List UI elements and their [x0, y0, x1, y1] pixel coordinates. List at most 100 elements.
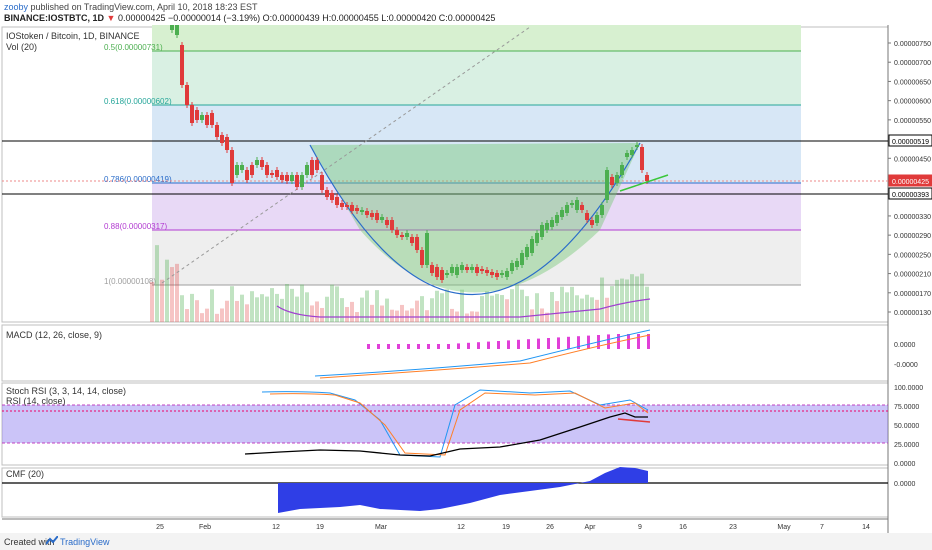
candle-body	[310, 160, 314, 175]
tradingview-link[interactable]: TradingView	[60, 537, 110, 547]
candle-body	[355, 208, 359, 211]
candle-body	[645, 175, 649, 181]
volume-bar	[420, 296, 424, 322]
candle-body	[465, 267, 469, 270]
candle-body	[200, 115, 204, 120]
green-trend-line	[619, 174, 669, 192]
macd-histogram-bar	[427, 344, 430, 349]
stoch-d-line	[269, 392, 649, 456]
candle-body	[420, 250, 424, 265]
rsi-axis-label: 75.0000	[894, 404, 919, 411]
volume-bar	[515, 284, 519, 322]
macd-histogram-bar	[547, 338, 550, 349]
candle-body	[170, 25, 174, 30]
volume-bar	[170, 267, 174, 322]
cmf-area	[278, 467, 648, 513]
candle-body	[460, 265, 464, 270]
volume-bar	[305, 292, 309, 322]
volume-bar	[185, 309, 189, 322]
time-axis-label: 12	[457, 524, 465, 531]
macd-histogram-bar	[577, 336, 580, 349]
candle-body	[175, 25, 179, 35]
volume-bar	[200, 313, 204, 322]
candle-body	[560, 210, 564, 217]
candle-body	[400, 235, 404, 237]
price-tag-label: 0.00000425	[892, 179, 929, 186]
volume-bar	[555, 301, 559, 322]
rsi-band	[2, 405, 888, 443]
down-arrow-icon: ▼	[106, 13, 116, 23]
fib-level-label: 0.5(0.00000731)	[104, 43, 163, 52]
candle-body	[215, 125, 219, 137]
candle-body	[275, 170, 279, 177]
price-tag	[888, 187, 932, 200]
price-axis-label: 0.00000450	[894, 156, 931, 163]
macd-histogram-bar	[467, 342, 470, 349]
volume-bar	[235, 300, 239, 322]
volume-bar	[365, 290, 369, 322]
candle-body	[195, 110, 199, 120]
volume-bar	[345, 307, 349, 322]
candle-body	[250, 165, 254, 175]
time-axis-label: Apr	[585, 524, 597, 531]
candle-body	[495, 273, 499, 277]
fib-zone	[152, 105, 801, 183]
fib-level-label: 0.786(0.00000419)	[104, 175, 172, 184]
candle-body	[635, 145, 639, 147]
macd-axis-label: -0.0000	[894, 362, 918, 369]
volume-bar	[545, 312, 549, 322]
volume-bar	[630, 274, 634, 322]
volume-bar	[640, 273, 644, 322]
volume-bar	[645, 286, 649, 322]
fib-level-label: 1(0.00000108)	[104, 277, 156, 286]
volume-bar	[315, 301, 319, 322]
price-axis-label: 0.00000550	[894, 118, 931, 125]
volume-bar	[505, 299, 509, 322]
macd-histogram-bar	[637, 334, 640, 349]
volume-bar	[270, 288, 274, 322]
volume-ma-line	[276, 298, 651, 318]
candle-body	[270, 173, 274, 175]
macd-line	[314, 329, 651, 377]
candle-body	[475, 267, 479, 273]
volume-bar	[300, 284, 304, 322]
candle-body	[260, 160, 264, 167]
volume-bar	[565, 292, 569, 322]
time-axis-label: Mar	[375, 524, 388, 531]
candle-body	[340, 203, 344, 207]
candle-body	[425, 233, 429, 265]
volume-bar	[215, 313, 219, 322]
time-axis-label: 16	[679, 524, 687, 531]
volume-bar	[340, 298, 344, 322]
volume-bar	[195, 300, 199, 322]
volume-bar	[380, 305, 384, 322]
candle-body	[510, 263, 514, 271]
candle-body	[545, 223, 549, 230]
volume-bar	[150, 282, 154, 322]
chart-canvas[interactable]: 0.5(0.00000731) 0.618(0.00000602) 0.786(0.…	[0, 25, 932, 533]
macd-histogram-bar	[557, 337, 560, 349]
time-axis-label: 9	[638, 524, 642, 531]
candle-body	[450, 267, 454, 273]
candle-body	[565, 205, 569, 213]
candle-body	[440, 270, 444, 280]
created-with-text: Created with	[4, 537, 55, 547]
macd-histogram-bar	[457, 343, 460, 349]
candle-body	[190, 105, 194, 123]
price-axis-label: 0.00000700	[894, 60, 931, 67]
candle-body	[570, 203, 574, 205]
candle-body	[285, 175, 289, 181]
price-axis-label: 0.00000290	[894, 233, 931, 240]
candle-body	[345, 205, 349, 207]
author-link[interactable]: zooby	[4, 2, 29, 12]
candle-body	[205, 115, 209, 125]
volume-bar	[595, 299, 599, 322]
macd-histogram-bar	[507, 340, 510, 349]
volume-bar	[205, 308, 209, 322]
macd-histogram-bar	[587, 335, 590, 349]
volume-bar	[160, 279, 164, 322]
price-axis-label: 0.00000750	[894, 41, 931, 48]
volume-bar	[635, 276, 639, 322]
candle-body	[485, 270, 489, 273]
volume-bar	[210, 289, 214, 322]
